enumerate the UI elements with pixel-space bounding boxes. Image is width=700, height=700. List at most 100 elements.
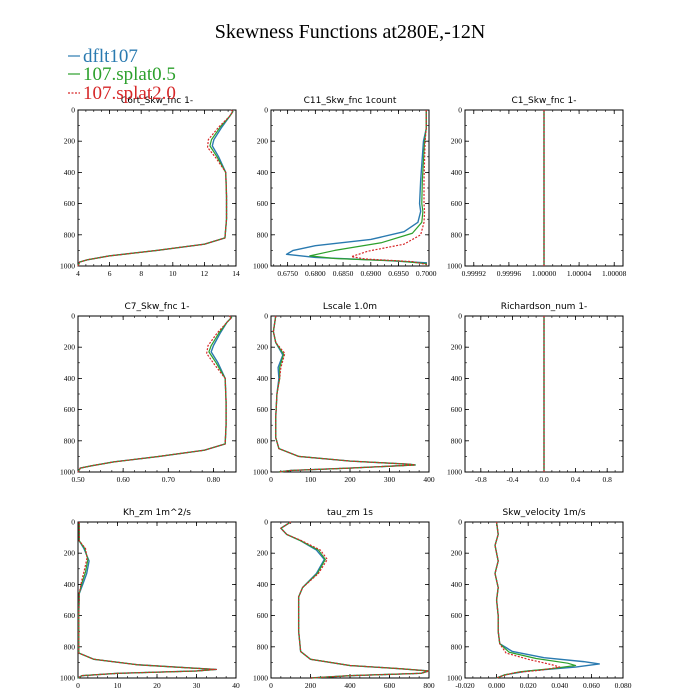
series-line-107-splat0-5	[309, 110, 427, 266]
y-tick-label: 800	[64, 230, 76, 239]
x-tick-label: -0.8	[475, 475, 487, 484]
x-tick-label: 100	[305, 475, 317, 484]
y-tick-label: 800	[451, 642, 463, 651]
y-tick-label: 800	[451, 436, 463, 445]
x-tick-label: 0.7000	[416, 269, 437, 278]
y-tick-label: 0	[458, 312, 462, 321]
series-line-107-splat0-5	[280, 521, 430, 679]
series-line-dflt107	[272, 315, 416, 473]
y-tick-label: 1000	[447, 468, 462, 477]
panel-title: C1_Skw_fnc 1-	[512, 96, 577, 106]
y-tick-label: 200	[257, 549, 269, 558]
y-tick-label: 200	[64, 343, 76, 352]
panel-title: C11_Skw_fnc 1count	[304, 96, 397, 106]
panel-title: Richardson_num 1-	[501, 302, 588, 312]
x-tick-label: 0.99992	[462, 269, 487, 278]
x-tick-label: 0.6850	[333, 269, 354, 278]
y-tick-label: 1000	[447, 262, 462, 271]
y-tick-label: 400	[451, 168, 463, 177]
x-tick-label: 0.8	[603, 475, 613, 484]
y-tick-label: 600	[451, 611, 463, 620]
x-tick-label: 1.00000	[532, 269, 557, 278]
x-tick-label: 0.020	[520, 681, 537, 690]
y-tick-label: 600	[257, 199, 269, 208]
figure-title: Skewness Functions at280E,-12N	[215, 21, 486, 43]
y-tick-label: 1000	[60, 262, 75, 271]
y-tick-label: 200	[257, 137, 269, 146]
x-tick-label: 200	[305, 681, 317, 690]
x-tick-label: 600	[384, 681, 396, 690]
panel-frame	[77, 109, 237, 267]
series-line-107-splat2-0	[77, 315, 233, 473]
series-line-dflt107	[280, 521, 430, 679]
x-tick-label: 300	[384, 475, 396, 484]
panel-frame	[77, 521, 237, 679]
x-tick-label: 0.080	[615, 681, 632, 690]
y-tick-label: 600	[451, 405, 463, 414]
panel: Skw_velocity 1m/s 0 200 400 600 800 1000-0.020…	[447, 508, 632, 690]
x-tick-label: 10	[114, 681, 122, 690]
y-tick-label: 800	[257, 436, 269, 445]
y-tick-label: 800	[451, 230, 463, 239]
y-tick-label: 400	[64, 168, 76, 177]
x-tick-label: 10	[169, 269, 177, 278]
y-tick-label: 200	[451, 137, 463, 146]
x-tick-label: 12	[201, 269, 209, 278]
y-tick-label: 1000	[253, 468, 268, 477]
x-tick-label: 40	[232, 681, 240, 690]
series-line-107-splat2-0	[350, 110, 427, 266]
y-tick-label: 0	[458, 106, 462, 115]
panel-title: C7_Skw_fnc 1-	[125, 302, 190, 312]
series-line-107-splat2-0	[494, 521, 561, 679]
legend-label: 107.splat2.0	[83, 83, 176, 104]
x-tick-label: 6	[108, 269, 112, 278]
panel-title: Skw_velocity 1m/s	[502, 508, 585, 518]
series-line-107-splat2-0	[280, 521, 430, 679]
x-tick-label: 1.00008	[602, 269, 627, 278]
x-tick-label: 0.70	[162, 475, 175, 484]
x-tick-label: 0.6950	[388, 269, 409, 278]
x-tick-label: 0.6750	[277, 269, 298, 278]
x-tick-label: 14	[232, 269, 240, 278]
y-tick-label: 1000	[60, 468, 75, 477]
y-tick-label: 400	[64, 374, 76, 383]
y-tick-label: 0	[264, 312, 268, 321]
y-tick-label: 0	[71, 312, 75, 321]
y-tick-label: 600	[64, 611, 76, 620]
x-tick-label: 20	[153, 681, 161, 690]
x-tick-label: 1.00004	[567, 269, 592, 278]
y-tick-label: 0	[264, 518, 268, 527]
x-tick-label: 0.0	[539, 475, 549, 484]
panel-frame	[270, 521, 430, 679]
series-line-107-splat0-5	[77, 522, 217, 679]
y-tick-label: 1000	[253, 674, 268, 683]
series-line-107-splat2-0	[272, 315, 416, 473]
y-tick-label: 600	[257, 611, 269, 620]
legend-label: dflt107	[83, 46, 138, 67]
x-tick-label: 0.000	[488, 681, 505, 690]
y-tick-label: 1000	[253, 262, 268, 271]
series-line-107-splat0-5	[494, 521, 577, 679]
panel: C11_Skw_fnc 1count 0 200 400 600 800 1000 0.675…	[253, 96, 437, 278]
x-tick-label: 0	[269, 475, 273, 484]
series-line-107-splat0-5	[272, 315, 416, 473]
y-tick-label: 1000	[447, 674, 462, 683]
series-line-dflt107	[494, 521, 600, 679]
y-tick-label: 400	[451, 580, 463, 589]
y-tick-label: 200	[451, 549, 463, 558]
panel-title: tau_zm 1s	[327, 508, 373, 518]
y-tick-label: 1000	[60, 674, 75, 683]
x-tick-label: 400	[423, 475, 435, 484]
y-tick-label: 800	[64, 642, 76, 651]
series-line-107-splat0-5	[77, 109, 234, 267]
series-line-dflt107	[77, 522, 217, 679]
y-tick-label: 400	[451, 374, 463, 383]
x-tick-label: 4	[76, 269, 80, 278]
series-line-107-splat2-0	[77, 109, 234, 267]
